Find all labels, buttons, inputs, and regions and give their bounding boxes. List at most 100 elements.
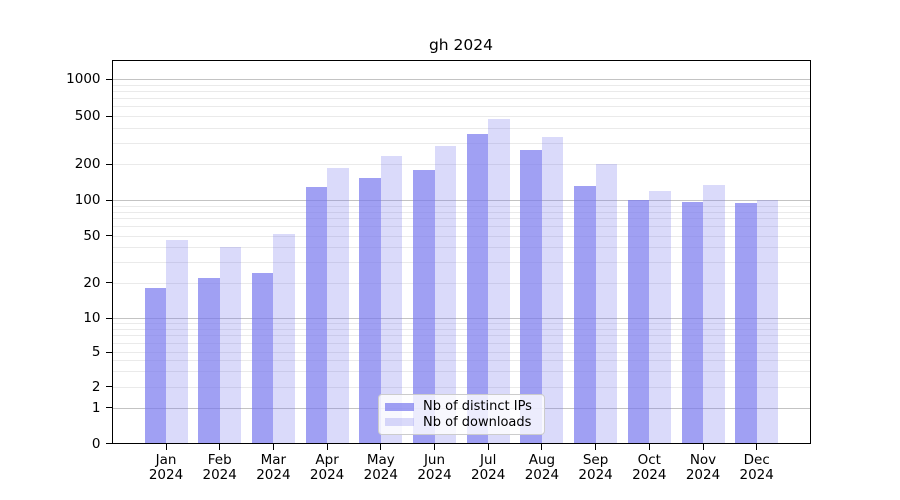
- bar-distinct-ips-jun: [413, 169, 435, 444]
- bar-downloads-aug: [541, 136, 564, 444]
- legend-label-distinct-ips: Nb of distinct IPs: [423, 399, 532, 415]
- bar-downloads-mar: [273, 234, 295, 444]
- x-tick-dec: [756, 444, 758, 450]
- y-tick-500: [105, 115, 112, 117]
- bar-downloads-may: [380, 156, 403, 444]
- gridline-10: [112, 318, 810, 319]
- gridline-30: [112, 261, 810, 263]
- gridline-8: [112, 328, 810, 330]
- y-tick-label-20: 20: [83, 274, 101, 291]
- y-tick-1: [105, 407, 112, 408]
- gridline-600: [112, 106, 810, 108]
- bar-distinct-ips-jan: [144, 287, 166, 444]
- chart-title: gh 2024: [428, 36, 494, 54]
- y-tick-5: [105, 351, 112, 353]
- y-tick-0: [105, 443, 112, 445]
- legend-label-downloads: Nb of downloads: [423, 414, 532, 430]
- x-tick-sep: [595, 444, 597, 450]
- y-tick-label-500: 500: [74, 108, 101, 124]
- x-tick-label-jun: Jun 2024: [417, 452, 452, 483]
- x-tick-label-sep: Sep 2024: [578, 452, 613, 483]
- bar-downloads-sep: [595, 164, 618, 444]
- x-tick-label-may: May 2024: [363, 452, 398, 483]
- bar-distinct-ips-aug: [520, 150, 542, 444]
- x-tick-jun: [434, 444, 435, 450]
- gridline-90: [112, 205, 810, 207]
- gridline-6: [112, 343, 810, 345]
- gridline-80: [112, 211, 810, 213]
- x-tick-label-nov: Nov 2024: [685, 452, 721, 483]
- x-tick-label-oct: Oct 2024: [632, 452, 667, 483]
- x-tick-jul: [487, 444, 489, 450]
- x-tick-nov: [702, 444, 704, 450]
- bar-downloads-oct: [649, 190, 671, 444]
- legend-swatch-distinct-ips: [385, 402, 414, 411]
- legend-item-distinct-ips: Nb of distinct IPs: [385, 399, 537, 415]
- y-tick-label-5: 5: [91, 344, 101, 360]
- gridline-70: [112, 218, 810, 220]
- y-tick-label-10: 10: [83, 310, 101, 326]
- bar-downloads-jul: [488, 119, 510, 444]
- bar-distinct-ips-dec: [735, 202, 757, 444]
- y-tick-100: [105, 199, 112, 201]
- y-tick-label-2: 2: [91, 378, 101, 395]
- gridline-20: [112, 282, 810, 284]
- bar-downloads-apr: [327, 168, 349, 444]
- gridline-9: [112, 323, 810, 325]
- gridline-700: [112, 98, 810, 100]
- x-tick-feb: [219, 444, 221, 450]
- gridline-50: [112, 235, 810, 237]
- x-tick-aug: [541, 444, 543, 450]
- gridline-4: [112, 360, 810, 362]
- x-tick-apr: [326, 444, 328, 450]
- legend: Nb of distinct IPs Nb of downloads: [378, 394, 545, 435]
- gridline-1000: [112, 79, 810, 80]
- legend-swatch-downloads: [385, 418, 414, 427]
- gridline-100: [112, 200, 810, 202]
- gridline-900: [112, 84, 810, 86]
- gridline-200: [112, 164, 810, 165]
- y-tick-label-1000: 1000: [66, 71, 101, 87]
- x-tick-label-aug: Aug 2024: [524, 452, 560, 483]
- y-tick-10: [105, 317, 112, 319]
- bar-distinct-ips-may: [359, 178, 381, 444]
- bar-distinct-ips-apr: [305, 186, 328, 444]
- x-tick-may: [380, 444, 382, 450]
- x-tick-label-dec: Dec 2024: [739, 452, 774, 483]
- bar-distinct-ips-nov: [681, 202, 703, 444]
- x-tick-mar: [272, 444, 274, 450]
- bar-distinct-ips-jul: [466, 133, 489, 444]
- y-tick-label-50: 50: [83, 227, 101, 244]
- bar-distinct-ips-oct: [627, 200, 650, 444]
- bar-distinct-ips-mar: [251, 273, 274, 444]
- y-tick-label-200: 200: [74, 156, 101, 172]
- gridline-5: [112, 352, 810, 353]
- gridline-400: [112, 127, 810, 129]
- x-tick-label-mar: Mar 2024: [256, 452, 291, 483]
- gridline-60: [112, 226, 810, 228]
- x-tick-jan: [165, 444, 167, 450]
- y-tick-label-1: 1: [91, 399, 101, 416]
- y-tick-200: [105, 163, 112, 165]
- legend-item-downloads: Nb of downloads: [385, 415, 537, 431]
- gridline-2: [112, 386, 810, 388]
- x-tick-label-jul: Jul 2024: [471, 452, 506, 483]
- gridline-800: [112, 90, 810, 92]
- y-tick-2: [105, 386, 112, 387]
- bar-downloads-nov: [703, 185, 725, 444]
- x-tick-oct: [648, 444, 650, 450]
- gridline-3: [112, 371, 810, 373]
- x-tick-label-jan: Jan 2024: [148, 452, 184, 483]
- y-tick-20: [105, 282, 112, 283]
- gridline-40: [112, 246, 810, 248]
- bar-downloads-jun: [434, 146, 456, 444]
- y-tick-50: [105, 235, 112, 236]
- y-tick-label-0: 0: [91, 435, 101, 452]
- x-tick-label-apr: Apr 2024: [309, 452, 345, 483]
- gridline-7: [112, 335, 810, 337]
- y-tick-1000: [105, 78, 112, 80]
- x-tick-label-feb: Feb 2024: [202, 452, 237, 483]
- bar-downloads-dec: [756, 200, 779, 444]
- gridline-500: [112, 116, 810, 117]
